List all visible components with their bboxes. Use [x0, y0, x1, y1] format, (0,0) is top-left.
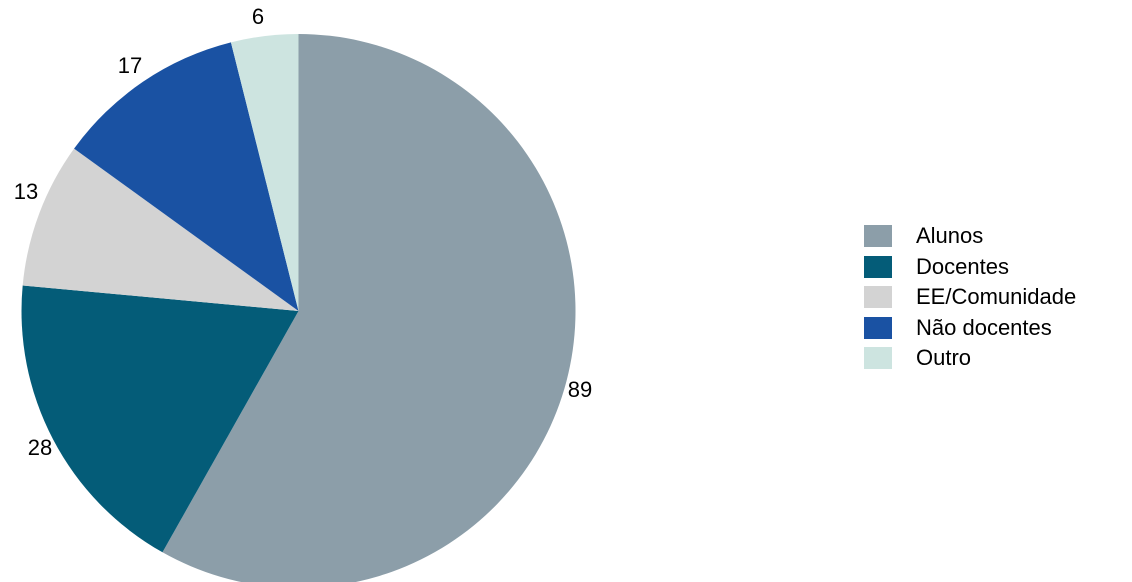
legend-label-ee-comunidade: EE/Comunidade — [916, 284, 1077, 310]
pie-slice-ee-comunidade — [22, 148, 299, 311]
legend-item-outro: Outro — [864, 343, 1076, 374]
pie-plot-area: 89 28 13 17 6 — [14, 4, 592, 582]
legend-item-n-o-docentes: Não docentes — [864, 313, 1076, 344]
legend-item-alunos: Alunos — [864, 221, 1076, 252]
legend-swatch-outro — [864, 347, 892, 370]
legend-swatch-docentes — [864, 255, 892, 278]
legend-item-ee-comunidade: EE/Comunidade — [864, 282, 1076, 313]
data-label-n-o-docentes: 17 — [118, 53, 142, 78]
legend-item-docentes: Docentes — [864, 252, 1076, 283]
data-label-docentes: 28 — [28, 435, 52, 460]
data-label-ee-comunidade: 13 — [14, 179, 38, 204]
data-label-alunos: 89 — [568, 377, 592, 402]
pie-slice-n-o-docentes — [74, 42, 299, 312]
legend-label-n-o-docentes: Não docentes — [916, 314, 1052, 340]
legend-label-docentes: Docentes — [916, 253, 1009, 279]
legend: Alunos Docentes EE/Comunidade Não docentes O… — [864, 221, 1076, 374]
legend-label-outro: Outro — [916, 345, 972, 371]
legend-swatch-alunos — [864, 225, 892, 248]
legend-label-alunos: Alunos — [916, 223, 984, 249]
pie-slice-outro — [230, 34, 299, 311]
data-label-outro: 6 — [252, 4, 264, 29]
legend-swatch-ee-comunidade — [864, 286, 892, 309]
pie-slice-alunos — [162, 34, 576, 582]
legend-swatch-n-o-docentes — [864, 316, 892, 339]
pie-slice-docentes — [21, 285, 299, 553]
